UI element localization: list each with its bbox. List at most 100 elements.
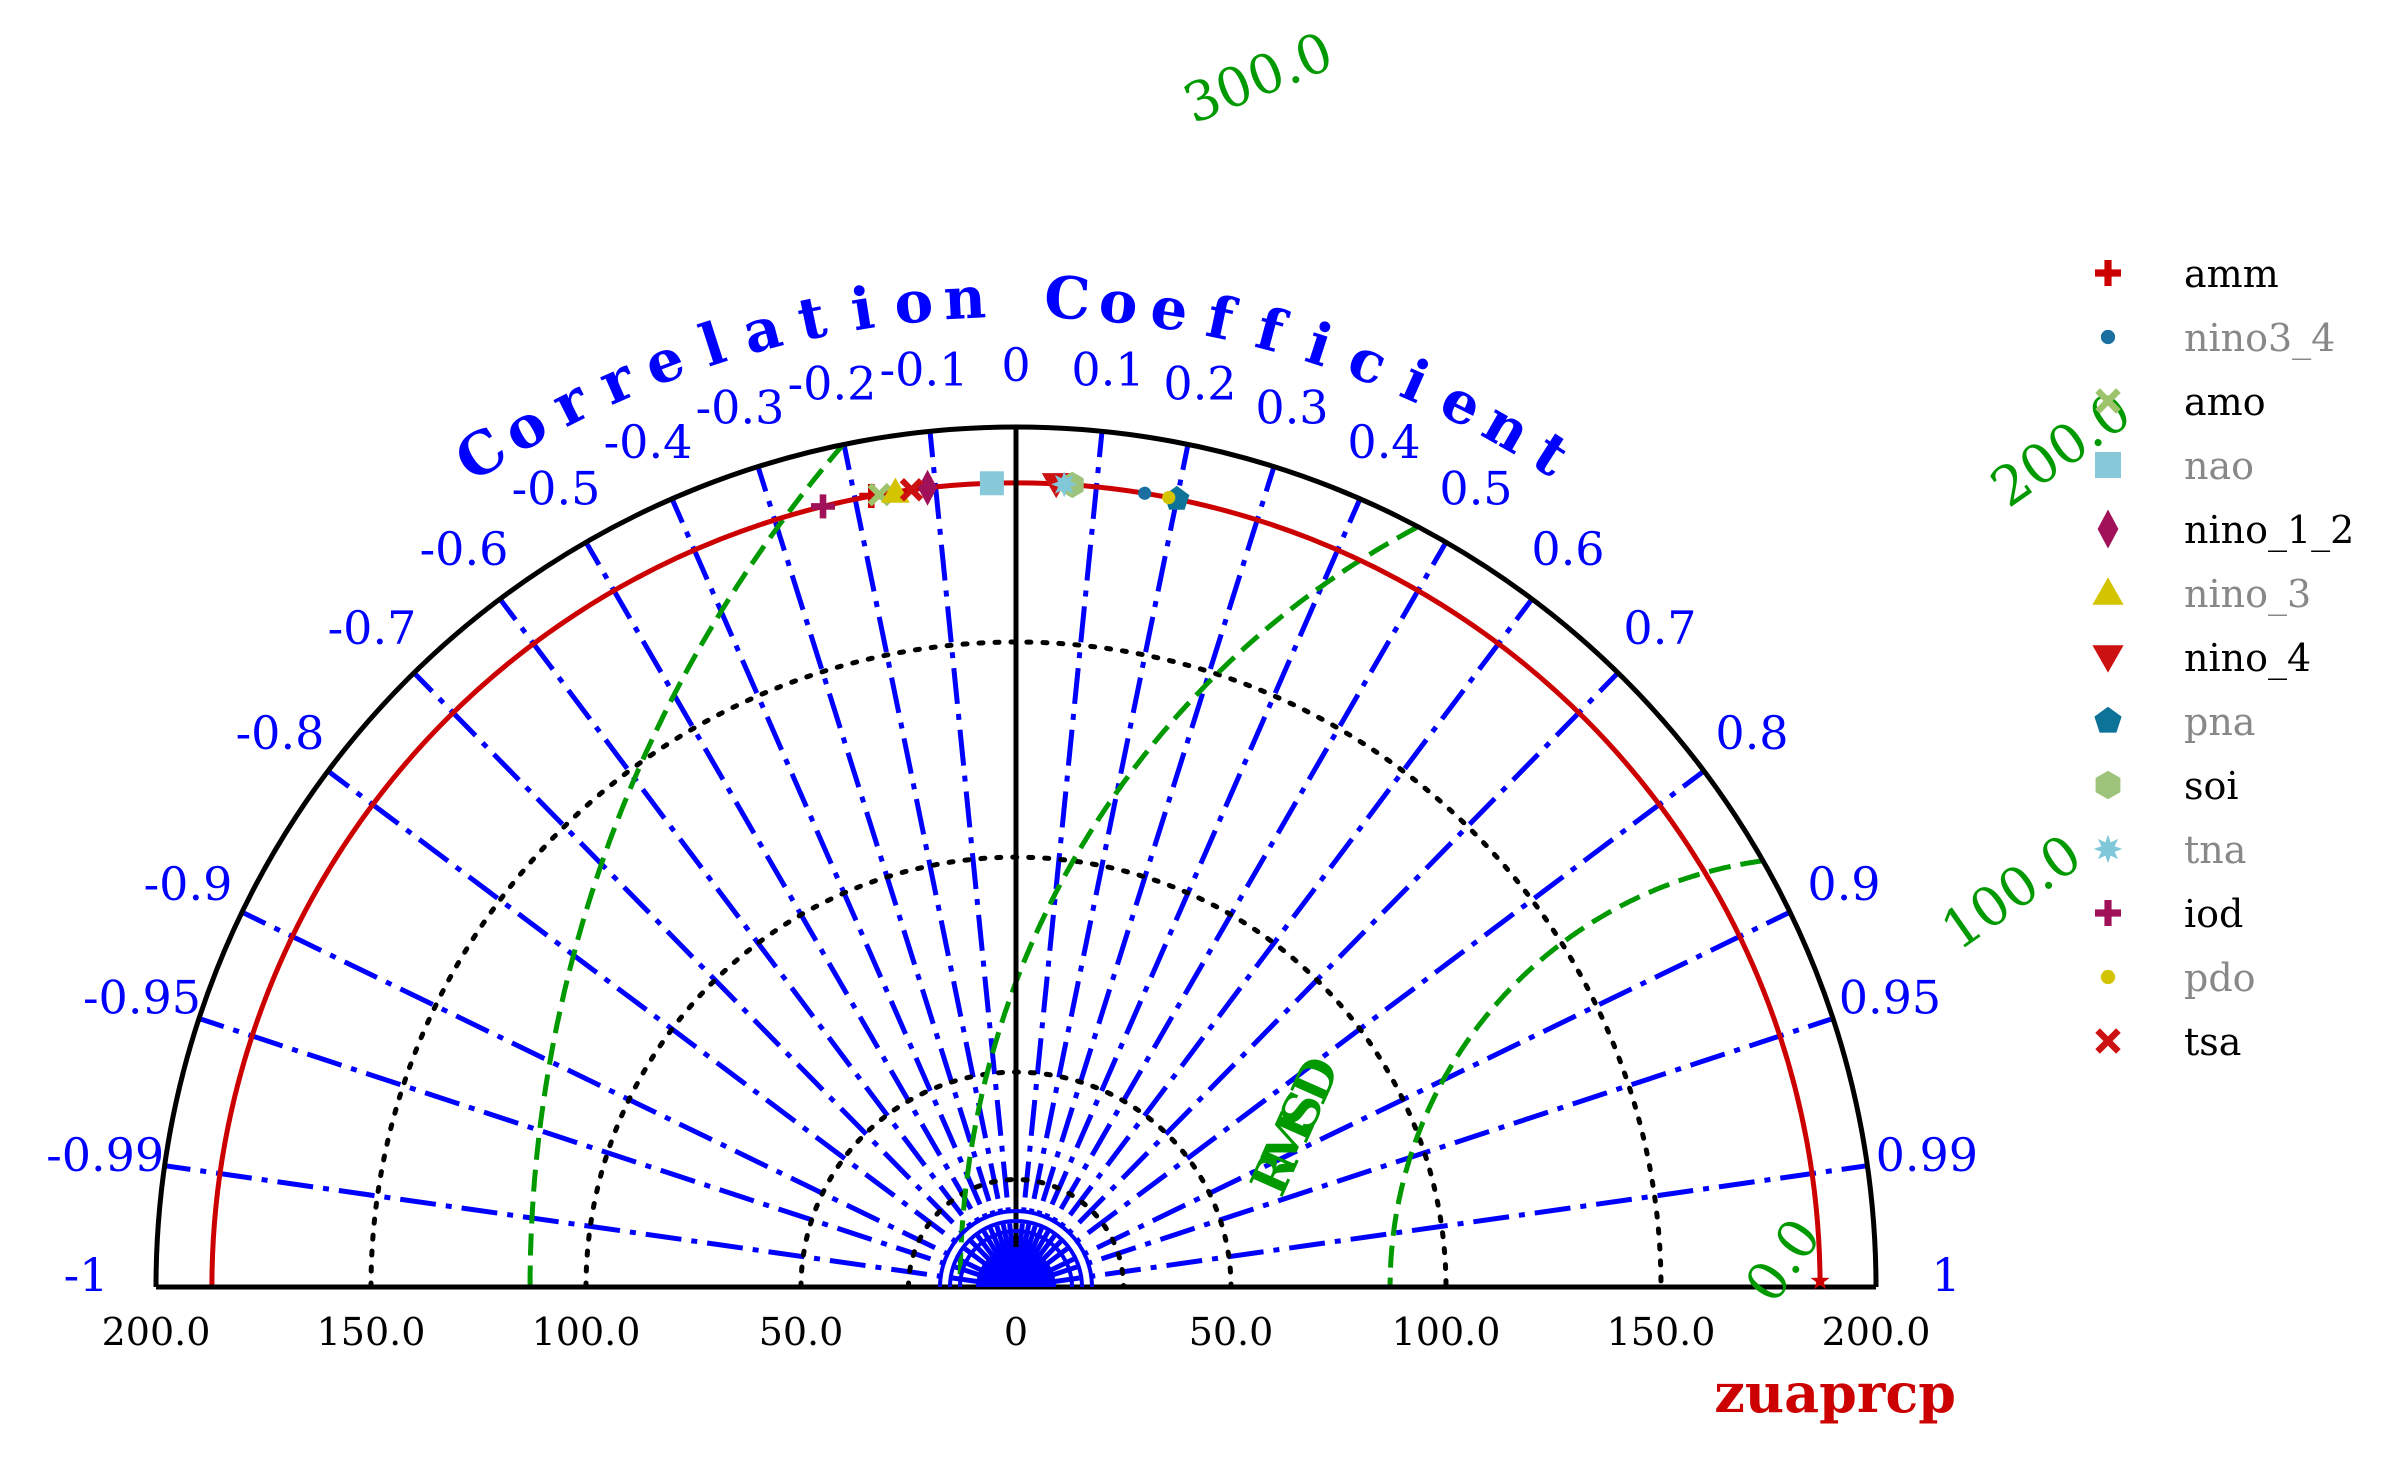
correlation-axis-title-char: i [1392, 346, 1440, 417]
correlation-tick-label: -0.3 [696, 380, 785, 434]
correlation-axis-title-char: t [792, 282, 832, 354]
std-tick-label: 150.0 [317, 1310, 426, 1354]
correlation-line [498, 597, 1002, 1267]
correlation-line [1043, 1163, 1868, 1286]
legend-label-pna: pna [2184, 700, 2255, 744]
correlation-tick-label: 0 [1001, 338, 1030, 392]
legend-label-nao: nao [2184, 444, 2254, 488]
rmsd-contour [957, 525, 1418, 1287]
correlation-line [240, 909, 992, 1278]
correlation-line [1016, 431, 1105, 1260]
correlation-tick-label: -0.2 [788, 357, 877, 411]
correlation-tick-label: 0.6 [1531, 522, 1604, 576]
legend-label-amm: amm [2184, 252, 2279, 296]
correlation-axis-title-char: o [891, 267, 937, 339]
correlation-axis-title-char: i [846, 274, 878, 345]
legend-marker-amo [2095, 388, 2121, 414]
correlation-line [164, 1163, 989, 1286]
legend-marker-iod [2095, 900, 2121, 926]
rmsd-contour-label: 300.0 [1175, 20, 1342, 136]
rmsd-contour [527, 443, 845, 1287]
correlation-line [1022, 465, 1277, 1262]
correlation-tick-label: 0.99 [1876, 1128, 1978, 1182]
correlation-axis-title-char: c [1339, 324, 1396, 400]
std-tick-label: 150.0 [1607, 1310, 1716, 1354]
legend-label-iod: iod [2184, 892, 2243, 936]
legend-marker-tsa [2095, 1028, 2121, 1054]
legend-label-amo: amo [2184, 380, 2266, 424]
data-point-tsa [899, 478, 924, 502]
legend-marker-nino_3 [2092, 577, 2124, 605]
grid-layer [164, 431, 1868, 1290]
correlation-line [1024, 497, 1363, 1263]
correlation-tick-label: 0.9 [1807, 857, 1880, 911]
correlation-line [198, 1016, 991, 1281]
correlation-tick-label: 0.3 [1255, 380, 1328, 434]
correlation-axis-title-char: i [1298, 309, 1340, 380]
correlation-tick-label: -0.5 [512, 461, 601, 515]
correlation-tick-label: 0.7 [1623, 601, 1696, 655]
rmsd-contour [1387, 858, 1763, 1287]
correlation-line [669, 497, 1008, 1263]
correlation-axis-title-char: f [1249, 294, 1294, 367]
legend-label-nino_1_2: nino_1_2 [2184, 508, 2354, 553]
correlation-line [1019, 443, 1191, 1261]
correlation-tick-label: 0.8 [1715, 706, 1788, 760]
data-point-nino_1_2 [917, 469, 938, 506]
correlation-line [927, 431, 1016, 1260]
correlation-tick-label: 0.4 [1347, 415, 1420, 469]
legend-marker-amm [2095, 260, 2121, 286]
correlation-tick-label: 0.95 [1839, 971, 1941, 1025]
correlation-tick-label: -1 [64, 1248, 109, 1302]
correlation-line [1036, 768, 1706, 1273]
std-tick-label: 50.0 [1189, 1310, 1274, 1354]
correlation-tick-label: -0.7 [328, 601, 417, 655]
data-point-iod [811, 494, 836, 519]
std-tick-label: 100.0 [1392, 1310, 1501, 1354]
legend-label-soi: soi [2184, 764, 2239, 808]
correlation-tick-label: 1 [1931, 1248, 1960, 1302]
origin-ring [958, 1229, 1074, 1288]
reference-marker [1810, 1271, 1830, 1290]
points-layer [811, 469, 1190, 519]
std-tick-label: 100.0 [532, 1310, 641, 1354]
legend-marker-pdo [2100, 969, 2116, 985]
std-contour [906, 1177, 1126, 1290]
std-tick-label: 50.0 [759, 1310, 844, 1354]
correlation-tick-label: -0.9 [144, 857, 233, 911]
data-point-tna [1051, 471, 1078, 498]
correlation-tick-label: 0.1 [1071, 343, 1144, 397]
legend-marker-nino_1_2 [2097, 509, 2119, 549]
origin-ring [938, 1209, 1094, 1288]
correlation-line [1040, 909, 1792, 1278]
correlation-tick-label: -0.1 [880, 343, 969, 397]
legend-label-nino_4: nino_4 [2184, 636, 2311, 681]
correlation-tick-label: 0.5 [1439, 461, 1512, 515]
legend-label-nino_3: nino_3 [2184, 572, 2311, 617]
data-point-nao [979, 471, 1004, 496]
rmsd-contour-label: 200.0 [1980, 379, 2143, 519]
correlation-tick-label: -0.8 [236, 706, 325, 760]
correlation-line [1041, 1016, 1834, 1281]
reference-label: zuaprcp [1714, 1361, 1956, 1425]
correlation-axis-title-char: e [1146, 273, 1193, 346]
correlation-line [1027, 540, 1449, 1265]
origin-ring [948, 1219, 1084, 1288]
legend-marker-nino_4 [2092, 645, 2124, 673]
legend-label-pdo: pdo [2184, 956, 2256, 1000]
correlation-line [326, 768, 996, 1273]
correlation-tick-label: -0.4 [604, 415, 693, 469]
correlation-axis-title-char: l [692, 309, 734, 380]
axes-layer [153, 424, 1879, 1290]
data-point-pdo [1162, 490, 1176, 505]
correlation-axis-title-char: o [1096, 267, 1142, 339]
correlation-axis-title-char: a [735, 292, 789, 367]
correlation-line [412, 671, 999, 1269]
legend-label-nino3_4: nino3_4 [2184, 316, 2335, 361]
std-tick-label: 200.0 [1822, 1310, 1931, 1354]
correlation-line [841, 443, 1013, 1261]
correlation-axis-title-char: C [1043, 263, 1093, 333]
correlation-axis-title-char: f [1201, 282, 1243, 355]
